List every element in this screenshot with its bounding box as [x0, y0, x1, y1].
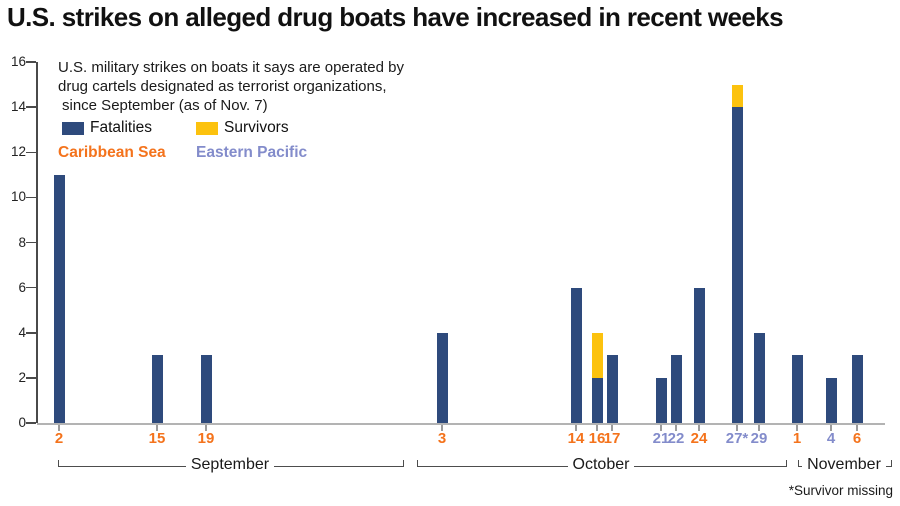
- y-axis-label: 4: [18, 324, 26, 340]
- fatalities-legend-swatch-icon: [62, 122, 84, 135]
- x-axis-date-label-october-22: 22: [667, 430, 685, 447]
- x-axis-tick-october-22: [675, 424, 677, 431]
- month-label-november: November: [802, 456, 886, 474]
- bar-fatalities-october-16: [591, 377, 603, 423]
- x-axis-tick-october-29: [758, 424, 760, 431]
- y-axis-line: [36, 62, 38, 423]
- x-axis-tick-november-1: [796, 424, 798, 431]
- x-axis-date-label-october-3: 3: [437, 430, 447, 447]
- x-axis-date-label-september-15: 15: [148, 430, 166, 447]
- y-axis-label: 10: [10, 189, 26, 205]
- bar-fatalities-october-24: [693, 287, 705, 423]
- bar-fatalities-september-2: [53, 174, 65, 423]
- y-axis-label: 8: [18, 234, 26, 250]
- chart-title: U.S. strikes on alleged drug boats have …: [7, 2, 784, 32]
- bar-fatalities-november-1: [791, 355, 803, 423]
- y-axis-label: 12: [10, 144, 26, 160]
- y-axis-tick: [26, 377, 36, 379]
- x-axis-date-label-october-29: 29: [750, 430, 768, 447]
- x-axis-date-label-november-4: 4: [826, 430, 836, 447]
- x-axis-tick-september-2: [58, 424, 60, 431]
- x-axis-date-label-september-19: 19: [197, 430, 215, 447]
- y-axis-tick: [26, 196, 36, 199]
- bar-fatalities-october-22: [670, 355, 682, 423]
- x-axis-date-label-october-17: 17: [603, 430, 621, 447]
- x-axis-date-label-october-14: 14: [567, 430, 585, 447]
- y-axis-label: 6: [18, 279, 26, 295]
- x-axis-date-label-september-2: 2: [54, 430, 64, 447]
- y-axis-label: 16: [10, 54, 26, 69]
- x-axis-tick-october-17: [611, 424, 613, 431]
- y-axis-tick: [26, 332, 36, 334]
- y-axis-tick: [26, 151, 36, 153]
- y-axis-label: 0: [18, 415, 26, 430]
- bar-fatalities-october-29: [753, 332, 765, 423]
- bar-fatalities-november-6: [851, 355, 863, 423]
- month-label-wrap-november: November: [798, 456, 890, 474]
- bar-fatalities-september-15: [151, 355, 163, 423]
- bar-fatalities-october-3: [436, 332, 448, 423]
- bar-survivors-october-16: [591, 332, 603, 378]
- bar-fatalities-october-21: [655, 377, 667, 423]
- bar-fatalities-october-14: [570, 287, 582, 423]
- x-axis-date-label-november-1: 1: [792, 430, 802, 447]
- y-axis-label: 14: [10, 99, 26, 115]
- y-axis-tick: [26, 106, 36, 108]
- month-label-wrap-october: October: [417, 456, 785, 474]
- x-axis-tick-september-15: [156, 424, 158, 431]
- x-axis-tick-october-24: [698, 424, 700, 431]
- x-axis-tick-october-3: [441, 424, 443, 431]
- x-axis-date-label-october-27: 27*: [725, 430, 749, 447]
- eastern-pacific-legend-label: Eastern Pacific: [196, 144, 308, 161]
- subtitle-line-2: drug cartels designated as terrorist org…: [58, 78, 387, 95]
- x-axis-tick-september-19: [205, 424, 207, 431]
- survivors-legend-label: Survivors: [224, 119, 289, 136]
- x-axis-tick-october-21: [660, 424, 662, 431]
- month-label-october: October: [567, 456, 635, 474]
- survivors-legend-swatch-icon: [196, 122, 218, 135]
- y-axis-label: 2: [18, 369, 26, 385]
- month-label-wrap-september: September: [58, 456, 402, 474]
- footnote-survivor-missing: *Survivor missing: [788, 483, 893, 498]
- x-axis-date-label-november-6: 6: [852, 430, 862, 447]
- y-axis-tick: [26, 61, 36, 63]
- x-axis-date-label-october-21: 21: [652, 430, 670, 447]
- x-axis-date-label-october-24: 24: [690, 430, 708, 447]
- bar-fatalities-september-19: [200, 355, 212, 423]
- bar-fatalities-october-27: [731, 107, 743, 423]
- bar-survivors-october-27: [731, 84, 743, 108]
- y-axis-tick: [26, 422, 36, 424]
- x-axis-date-label-october-16: 16: [588, 430, 606, 447]
- x-axis-tick-november-4: [830, 424, 832, 431]
- x-axis-tick-november-6: [856, 424, 858, 431]
- month-label-september: September: [185, 456, 275, 474]
- fatalities-legend-label: Fatalities: [90, 119, 153, 136]
- bar-fatalities-october-17: [606, 355, 618, 423]
- x-axis-tick-october-16: [596, 424, 598, 431]
- x-axis-tick-october-27: [736, 424, 738, 431]
- x-axis-baseline: [37, 423, 885, 425]
- caribbean-sea-legend-label: Caribbean Sea: [58, 144, 166, 161]
- subtitle-line-1: U.S. military strikes on boats it says a…: [58, 59, 404, 76]
- x-axis-tick-october-14: [575, 424, 577, 431]
- bar-fatalities-november-4: [825, 377, 837, 423]
- subtitle-line-3: since September (as of Nov. 7): [62, 97, 268, 114]
- y-axis-tick: [26, 241, 36, 244]
- y-axis-tick: [26, 286, 36, 289]
